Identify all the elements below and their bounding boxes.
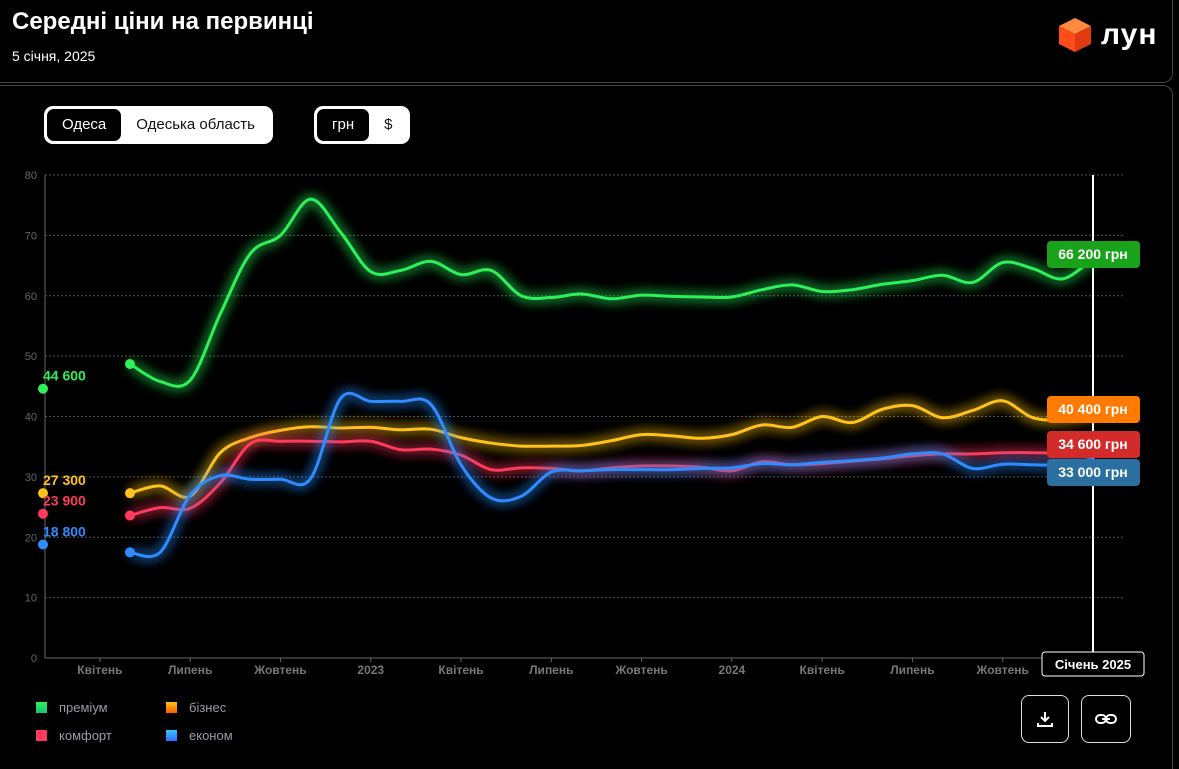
y-tick-label: 0 [31, 653, 37, 665]
region-toggle: Одеса Одеська область [44, 106, 273, 144]
legend-label: економ [189, 728, 233, 743]
x-tick-label: Жовтень [253, 663, 306, 677]
x-tick-label: Жовтень [976, 663, 1029, 677]
end-value-box [1047, 431, 1140, 458]
currency-option-uah[interactable]: грн [317, 109, 370, 141]
legend-label: комфорт [59, 728, 112, 743]
date-label: 5 січня, 2025 [12, 48, 96, 64]
x-tick-label: 2023 [357, 663, 384, 677]
y-tick-label: 20 [25, 532, 37, 544]
header: Середні ціни на первинці 5 січня, 2025 л… [0, 0, 1173, 83]
series-line-2 [129, 438, 1094, 517]
start-value-marker [38, 508, 48, 519]
series-line-0 [129, 197, 1094, 388]
y-tick-label: 50 [25, 351, 37, 363]
end-value-label: 66 200 грн [1058, 246, 1128, 262]
legend-item-comfort[interactable]: комфорт [36, 728, 166, 743]
series-line-1 [129, 399, 1094, 499]
logo: лун [1057, 16, 1157, 54]
x-tick-label: Жовтень [614, 663, 667, 677]
start-value-label: 27 300 [43, 472, 86, 488]
start-value-label: 44 600 [43, 368, 86, 384]
economy-swatch [166, 730, 177, 741]
page-title: Середні ціни на первинці [12, 8, 314, 35]
start-value-label: 23 900 [43, 493, 86, 509]
end-value-label: 34 600 грн [1058, 436, 1128, 452]
start-value-marker [38, 383, 48, 394]
x-tick-label: Липень [168, 663, 212, 677]
y-tick-label: 40 [25, 412, 37, 424]
comfort-swatch [36, 730, 47, 741]
logo-text: лун [1101, 18, 1158, 51]
start-value-marker [38, 488, 48, 499]
series-start-point [125, 510, 135, 521]
currency-option-usd[interactable]: $ [384, 116, 393, 133]
business-swatch [166, 702, 177, 713]
legend-label: бізнес [189, 700, 227, 715]
series-start-point [125, 488, 135, 499]
series-start-point [125, 547, 135, 558]
end-value-box [1047, 459, 1140, 486]
download-icon [1037, 712, 1053, 727]
x-tick-label: Квітень [77, 663, 122, 677]
cube-logo-icon [1059, 18, 1091, 52]
region-option-oblast[interactable]: Одеська область [136, 116, 255, 133]
download-button[interactable] [1021, 695, 1069, 743]
y-tick-label: 70 [25, 230, 37, 242]
x-tick-label: Квітень [438, 663, 483, 677]
legend-item-business[interactable]: бізнес [166, 700, 296, 715]
x-tick-label: 2024 [719, 663, 746, 677]
link-icon [1095, 714, 1117, 724]
x-tick-label: Липень [529, 663, 573, 677]
cursor-label-box [1041, 651, 1145, 677]
x-tick-label: Квітень [800, 663, 845, 677]
end-value-label: 40 400 грн [1058, 401, 1128, 417]
legend-item-premium[interactable]: преміум [36, 700, 166, 715]
series-start-point [125, 358, 135, 369]
end-value-label: 33 000 грн [1058, 464, 1128, 480]
y-tick-label: 60 [25, 291, 37, 303]
region-option-odesa[interactable]: Одеса [47, 109, 122, 141]
chart-card [0, 85, 1173, 769]
legend: преміум бізнес комфорт економ [36, 700, 296, 743]
legend-label: преміум [59, 700, 108, 715]
currency-toggle: грн $ [314, 106, 411, 144]
y-tick-label: 80 [25, 170, 37, 182]
x-tick-label: Липень [890, 663, 934, 677]
cursor-label: Січень 2025 [1055, 657, 1131, 672]
y-tick-label: 10 [25, 593, 37, 605]
premium-swatch [36, 702, 47, 713]
end-value-box [1047, 241, 1140, 268]
start-value-label: 18 800 [43, 523, 86, 539]
y-tick-label: 30 [25, 472, 37, 484]
legend-item-economy[interactable]: економ [166, 728, 296, 743]
copy-link-button[interactable] [1081, 695, 1131, 743]
end-value-box [1047, 396, 1140, 423]
series-line-3 [129, 391, 1094, 559]
start-value-marker [38, 539, 48, 550]
